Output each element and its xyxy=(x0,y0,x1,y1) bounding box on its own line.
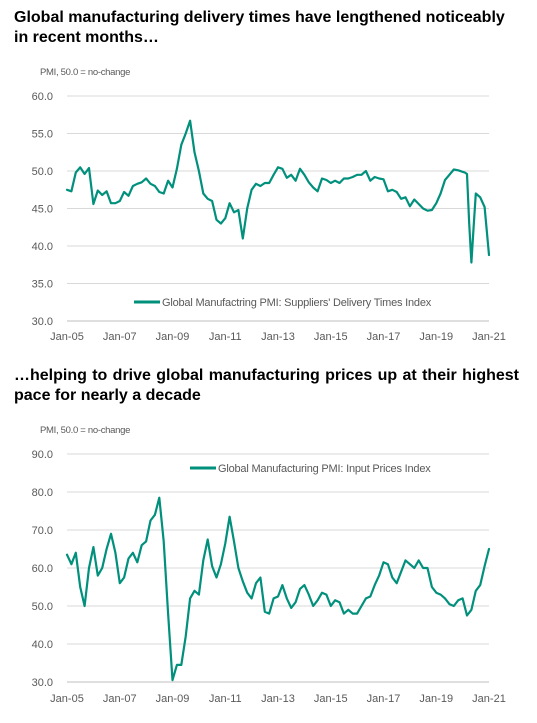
y-tick-label: 40.0 xyxy=(32,241,53,253)
y-tick-label: 45.0 xyxy=(32,204,53,216)
legend-label: Global Manufactring PMI: Suppliers' Deli… xyxy=(162,297,432,309)
x-tick-label: Jan-05 xyxy=(50,693,84,705)
x-tick-label: Jan-13 xyxy=(261,331,295,343)
x-tick-label: Jan-11 xyxy=(209,331,242,343)
y-tick-label: 80.0 xyxy=(32,487,53,499)
x-tick-label: Jan-07 xyxy=(103,331,137,343)
series-line xyxy=(65,496,491,682)
x-tick-label: Jan-09 xyxy=(156,331,190,343)
input-prices-chart: PMI, 50.0 = no-change 90.0 80.0 70.0 60.0 50.… xyxy=(32,425,506,705)
y-tick-label: 30.0 xyxy=(32,677,53,689)
y-axis-label: PMI, 50.0 = no-change xyxy=(40,425,130,436)
y-tick-label: 60.0 xyxy=(32,563,53,575)
x-tick-label: Jan-19 xyxy=(419,331,453,343)
series-line xyxy=(65,119,491,264)
x-tick-label: Jan-13 xyxy=(261,693,295,705)
legend-label: Global Manufacturing PMI: Input Prices I… xyxy=(218,463,431,475)
x-tick-label: Jan-05 xyxy=(50,331,84,343)
x-tick-label: Jan-07 xyxy=(103,693,137,705)
x-tick-label: Jan-11 xyxy=(209,693,242,705)
chart2-heading: …helping to drive global manufacturing p… xyxy=(14,367,519,404)
x-tick-label: Jan-17 xyxy=(367,331,401,343)
y-tick-label: 90.0 xyxy=(32,449,53,461)
x-tick-label: Jan-15 xyxy=(314,693,348,705)
y-tick-label: 70.0 xyxy=(32,525,53,537)
y-tick-label: 50.0 xyxy=(32,166,53,178)
x-tick-label: Jan-17 xyxy=(367,693,401,705)
y-tick-label: 50.0 xyxy=(32,601,53,613)
y-tick-label: 40.0 xyxy=(32,639,53,651)
x-tick-label: Jan-21 xyxy=(472,693,506,705)
x-tick-label: Jan-19 xyxy=(419,693,453,705)
y-tick-label: 30.0 xyxy=(32,316,53,328)
y-axis-label: PMI, 50.0 = no-change xyxy=(40,67,130,78)
y-tick-label: 55.0 xyxy=(32,129,53,141)
x-tick-label: Jan-09 xyxy=(156,693,190,705)
y-tick-label: 60.0 xyxy=(32,91,53,103)
delivery-times-chart: PMI, 50.0 = no-change 60.0 55.0 50.0 45.0 40.… xyxy=(32,67,506,343)
chart1-heading: Global manufacturing delivery times have… xyxy=(14,9,505,46)
x-tick-label: Jan-21 xyxy=(472,331,506,343)
x-tick-label: Jan-15 xyxy=(314,331,348,343)
y-tick-label: 35.0 xyxy=(32,279,53,291)
